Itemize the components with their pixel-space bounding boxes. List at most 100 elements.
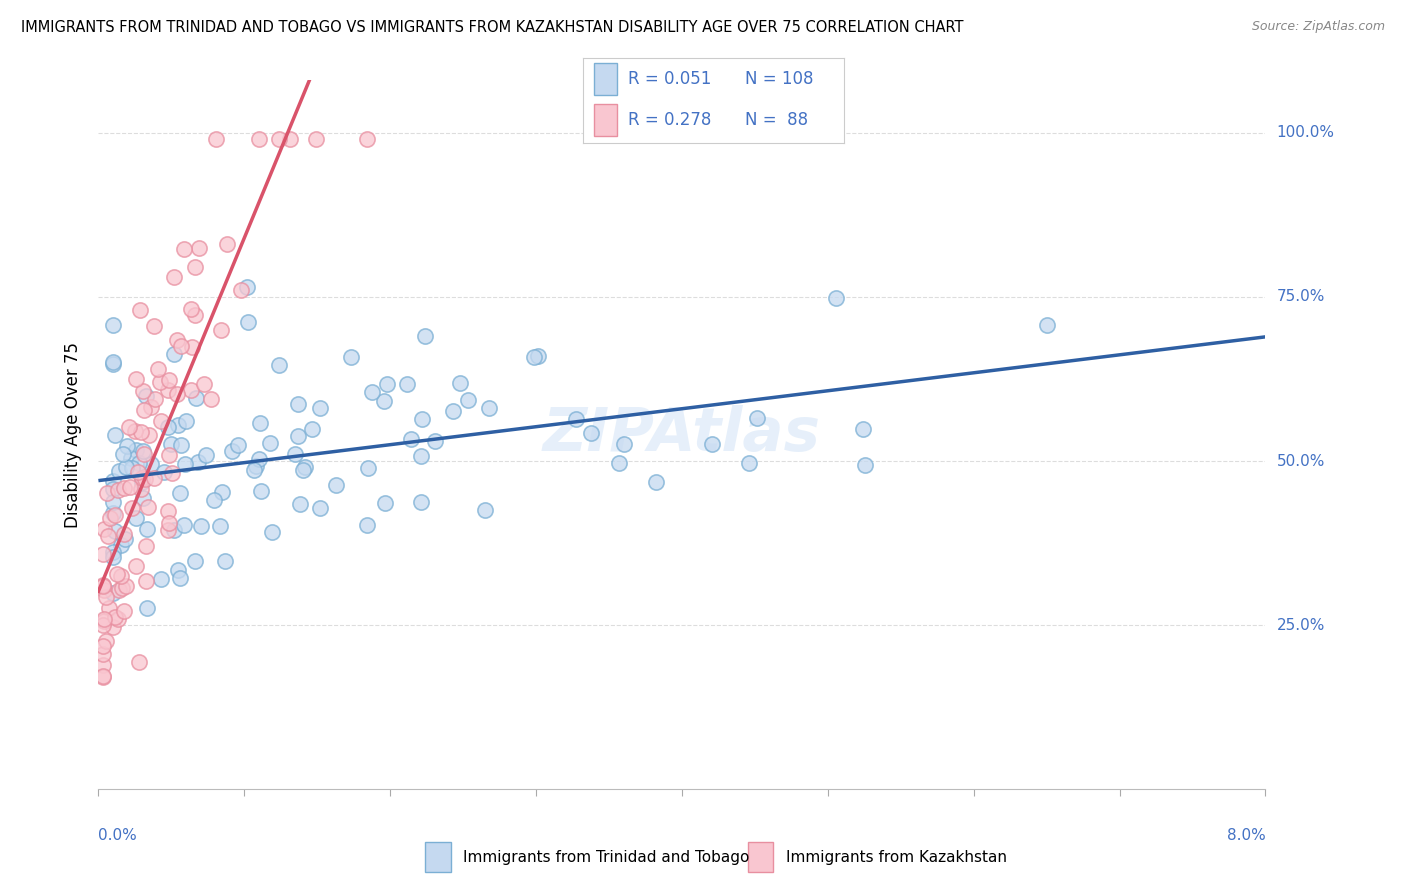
Text: 75.0%: 75.0% [1277, 290, 1324, 304]
Point [132, 403, 155, 417]
Bar [593, 103, 617, 136]
Point [522, 351, 544, 365]
Y-axis label: Disability Age Over 75: Disability Age Over 75 [65, 342, 83, 528]
Text: Immigrants from Kazakhstan: Immigrants from Kazakhstan [786, 850, 1007, 864]
Point [173, 518, 195, 533]
Point [91, 617, 114, 632]
Point [101, 550, 124, 565]
Point [360, 384, 382, 399]
Point [146, 362, 169, 376]
Point [157, 373, 180, 387]
Text: IMMIGRANTS FROM TRINIDAD AND TOBAGO VS IMMIGRANTS FROM KAZAKHSTAN DISABILITY AGE: IMMIGRANTS FROM TRINIDAD AND TOBAGO VS I… [21, 20, 963, 35]
Point [114, 532, 136, 546]
Point [91, 547, 114, 561]
Point [91, 578, 114, 592]
Point [163, 346, 186, 360]
Point [107, 464, 129, 478]
Point [309, 500, 332, 515]
Point [209, 519, 232, 533]
Point [195, 448, 218, 462]
Point [441, 403, 464, 417]
Point [105, 567, 128, 582]
Point [278, 132, 301, 146]
Point [156, 504, 179, 518]
Text: R = 0.051: R = 0.051 [627, 70, 711, 88]
Point [243, 462, 266, 476]
Point [111, 581, 134, 595]
Point [167, 417, 190, 432]
Point [527, 349, 550, 363]
Point [91, 647, 114, 661]
Point [579, 425, 602, 440]
Point [139, 457, 162, 471]
Point [110, 538, 132, 552]
Point [221, 444, 243, 458]
Point [565, 412, 588, 426]
Point [135, 522, 157, 536]
Point [91, 658, 114, 673]
Point [613, 436, 636, 450]
Point [143, 392, 166, 406]
Point [112, 447, 135, 461]
Point [200, 392, 222, 406]
Point [205, 132, 228, 146]
Point [132, 447, 155, 461]
Point [93, 612, 115, 626]
Point [142, 471, 165, 485]
Point [645, 475, 668, 490]
Point [423, 434, 446, 449]
Point [169, 571, 191, 585]
Point [357, 461, 380, 475]
Point [738, 457, 761, 471]
Point [139, 400, 162, 414]
Point [188, 241, 211, 255]
Point [260, 524, 283, 539]
Point [287, 397, 309, 411]
Point [101, 619, 124, 633]
Point [411, 412, 433, 426]
Point [236, 315, 259, 329]
Point [110, 569, 132, 583]
Point [214, 554, 236, 568]
Point [104, 428, 127, 442]
Point [176, 414, 198, 428]
Point [301, 421, 323, 435]
Point [193, 376, 215, 391]
Point [217, 237, 239, 252]
Point [150, 414, 173, 428]
Point [121, 501, 143, 516]
Point [136, 600, 159, 615]
Point [305, 132, 328, 146]
Point [173, 457, 195, 471]
Point [125, 559, 148, 574]
Point [170, 438, 193, 452]
Text: R = 0.278: R = 0.278 [627, 111, 711, 128]
Point [156, 420, 179, 434]
Point [150, 572, 173, 586]
Point [190, 519, 212, 533]
Point [308, 401, 330, 415]
Point [287, 429, 309, 443]
Point [745, 411, 768, 425]
Point [356, 132, 378, 146]
Point [449, 376, 471, 390]
Point [284, 447, 307, 461]
Text: N =  88: N = 88 [745, 111, 808, 128]
Point [457, 392, 479, 407]
Point [101, 494, 124, 508]
Point [129, 302, 152, 317]
Point [131, 475, 153, 489]
Point [478, 401, 501, 416]
Point [98, 601, 121, 615]
Point [166, 563, 188, 577]
Point [107, 583, 129, 598]
Point [180, 383, 202, 397]
Point [127, 466, 149, 480]
Point [149, 376, 172, 390]
Text: Immigrants from Trinidad and Tobago: Immigrants from Trinidad and Tobago [464, 850, 749, 864]
Point [101, 474, 124, 488]
Point [96, 486, 118, 500]
Point [395, 377, 418, 392]
Point [292, 463, 315, 477]
Point [202, 493, 225, 508]
